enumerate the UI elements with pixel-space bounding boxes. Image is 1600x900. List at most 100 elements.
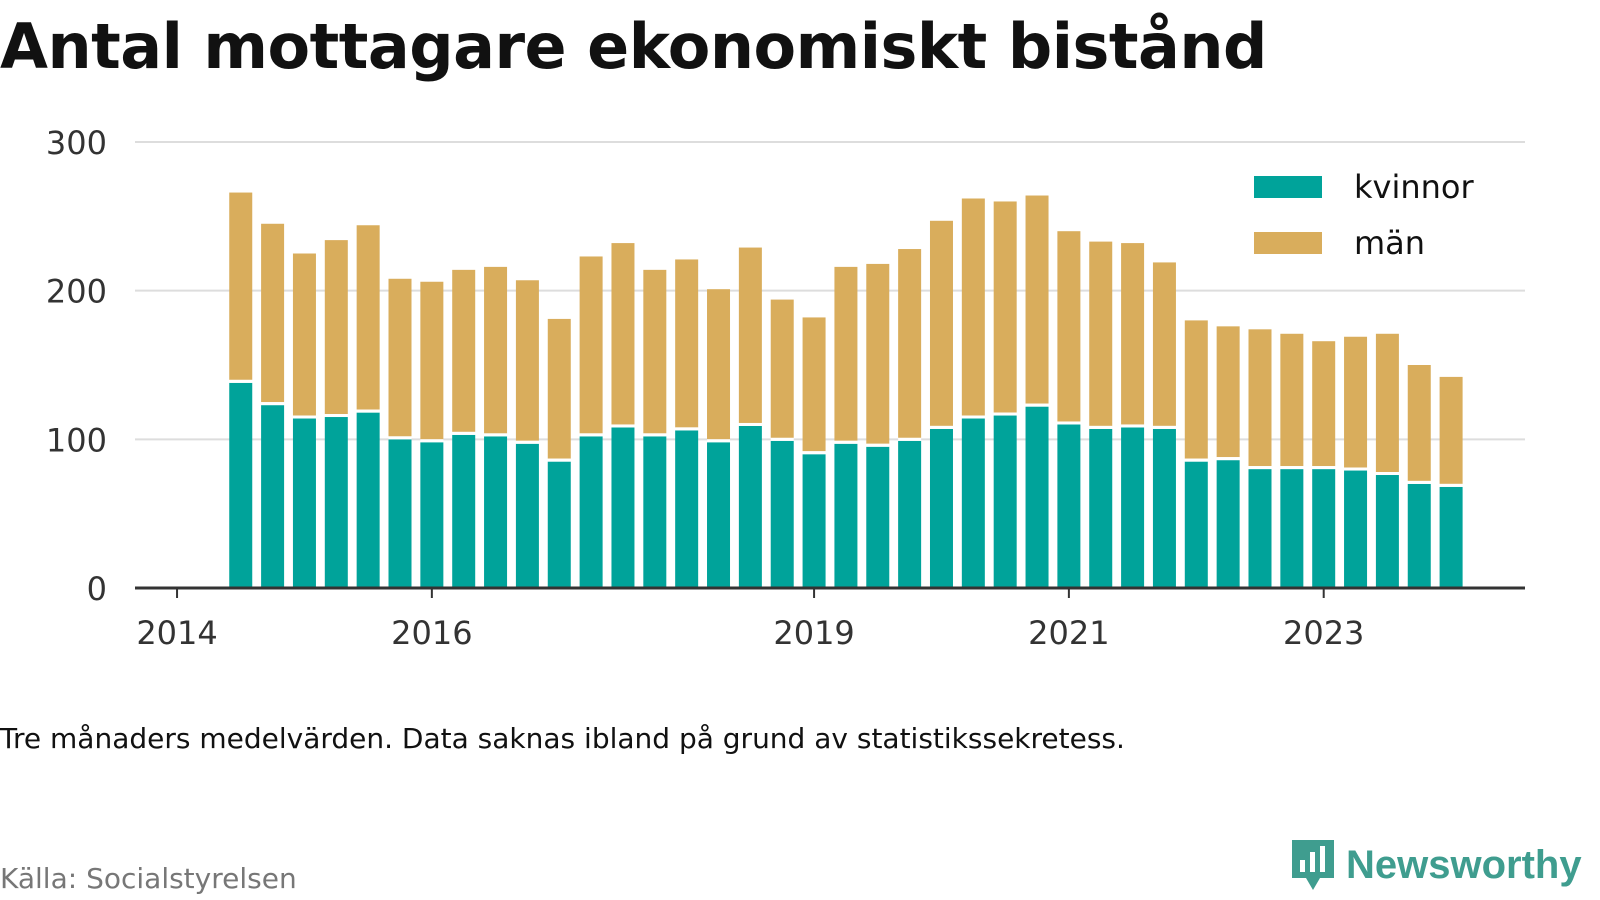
chart-title: Antal mottagare ekonomiskt bistånd xyxy=(0,10,1267,83)
brand-logo: Newsworthy xyxy=(1290,838,1582,892)
bars xyxy=(229,192,1463,588)
bar-kvinnor xyxy=(993,415,1017,588)
legend-swatch xyxy=(1254,176,1322,198)
legend: kvinnor män xyxy=(1254,168,1475,262)
bar-kvinnor xyxy=(738,425,762,588)
bar-man xyxy=(1248,329,1272,467)
y-tick-label: 0 xyxy=(87,570,107,608)
bar-kvinnor xyxy=(961,418,985,588)
bar-man xyxy=(229,192,253,380)
bar-kvinnor xyxy=(1407,483,1431,588)
bar-kvinnor xyxy=(579,436,603,588)
bar-kvinnor xyxy=(356,412,380,588)
legend-label: kvinnor xyxy=(1354,168,1475,206)
bar-kvinnor xyxy=(802,454,826,588)
bar-kvinnor xyxy=(675,430,699,588)
bar-man xyxy=(324,240,348,415)
bar-chart: 0 100 200 300 2014 2016 2019 2021 2023 kvinnor mä… xyxy=(46,124,1525,652)
bar-man xyxy=(961,198,985,416)
bar-kvinnor xyxy=(1375,475,1399,588)
bar-kvinnor xyxy=(388,439,412,588)
bar-man xyxy=(579,256,603,434)
bar-kvinnor xyxy=(770,440,794,588)
bar-kvinnor xyxy=(515,443,539,588)
bar-man xyxy=(356,225,380,410)
bar-man xyxy=(292,253,316,416)
bar-kvinnor xyxy=(1312,469,1336,588)
bar-kvinnor xyxy=(898,440,922,588)
bar-man xyxy=(643,269,667,434)
bar-man xyxy=(993,201,1017,413)
bar-man xyxy=(866,263,890,444)
newsworthy-logo-icon xyxy=(1292,840,1334,890)
bar-man xyxy=(515,280,539,441)
bar-man xyxy=(1216,326,1240,458)
bar-kvinnor xyxy=(1184,461,1208,588)
legend-swatch xyxy=(1254,232,1322,254)
bar-kvinnor xyxy=(1216,460,1240,588)
bar-kvinnor xyxy=(1248,469,1272,588)
bar-kvinnor xyxy=(1280,469,1304,588)
bar-man xyxy=(802,317,826,452)
bar-man xyxy=(1184,320,1208,459)
bar-kvinnor xyxy=(707,442,731,588)
axes: 0 100 200 300 2014 2016 2019 2021 2023 xyxy=(46,124,1525,652)
bar-man xyxy=(675,259,699,428)
bar-man xyxy=(1025,195,1049,404)
y-tick-label: 300 xyxy=(46,124,107,162)
bar-kvinnor xyxy=(834,443,858,588)
bar-man xyxy=(1375,333,1399,473)
bar-kvinnor xyxy=(611,427,635,588)
bar-kvinnor xyxy=(1057,424,1081,588)
x-tick-label: 2014 xyxy=(136,614,217,652)
bar-man xyxy=(547,318,571,459)
bar-man xyxy=(707,289,731,440)
bar-man xyxy=(452,269,476,432)
bar-kvinnor xyxy=(261,405,285,588)
bar-man xyxy=(420,281,444,440)
bar-kvinnor xyxy=(547,461,571,588)
bar-man xyxy=(388,278,412,437)
bar-man xyxy=(1344,336,1368,468)
x-tick-label: 2021 xyxy=(1028,614,1109,652)
bar-kvinnor xyxy=(1121,427,1145,588)
bar-man xyxy=(261,223,285,403)
source-text: Källa: Socialstyrelsen xyxy=(0,862,297,895)
chart-note: Tre månaders medelvärden. Data saknas ib… xyxy=(0,722,1125,755)
bar-man xyxy=(1089,241,1113,426)
x-tick-label: 2023 xyxy=(1283,614,1364,652)
bar-kvinnor xyxy=(643,436,667,588)
brand-name: Newsworthy xyxy=(1346,842,1582,887)
bar-man xyxy=(484,266,508,434)
bar-man xyxy=(770,299,794,438)
bar-man xyxy=(738,247,762,423)
bar-man xyxy=(898,249,922,438)
y-tick-label: 200 xyxy=(46,273,107,311)
bar-man xyxy=(611,243,635,425)
bar-man xyxy=(1152,262,1176,426)
bar-man xyxy=(929,220,953,426)
x-tick-label: 2019 xyxy=(773,614,854,652)
y-tick-label: 100 xyxy=(46,421,107,459)
bar-kvinnor xyxy=(420,442,444,588)
bar-kvinnor xyxy=(1089,428,1113,588)
bar-man xyxy=(834,266,858,441)
bar-kvinnor xyxy=(1152,428,1176,588)
bar-kvinnor xyxy=(929,428,953,588)
bar-kvinnor xyxy=(866,446,890,588)
bar-man xyxy=(1121,243,1145,425)
bar-kvinnor xyxy=(324,417,348,588)
bar-kvinnor xyxy=(484,436,508,588)
bar-man xyxy=(1280,333,1304,467)
x-tick-label: 2016 xyxy=(391,614,472,652)
bar-kvinnor xyxy=(452,434,476,588)
legend-label: män xyxy=(1354,224,1425,262)
bar-kvinnor xyxy=(1439,486,1463,588)
bar-kvinnor xyxy=(292,418,316,588)
bar-man xyxy=(1439,376,1463,484)
bar-man xyxy=(1407,365,1431,481)
bar-kvinnor xyxy=(229,382,253,588)
bar-kvinnor xyxy=(1025,406,1049,588)
bar-kvinnor xyxy=(1344,470,1368,588)
bar-man xyxy=(1057,231,1081,422)
